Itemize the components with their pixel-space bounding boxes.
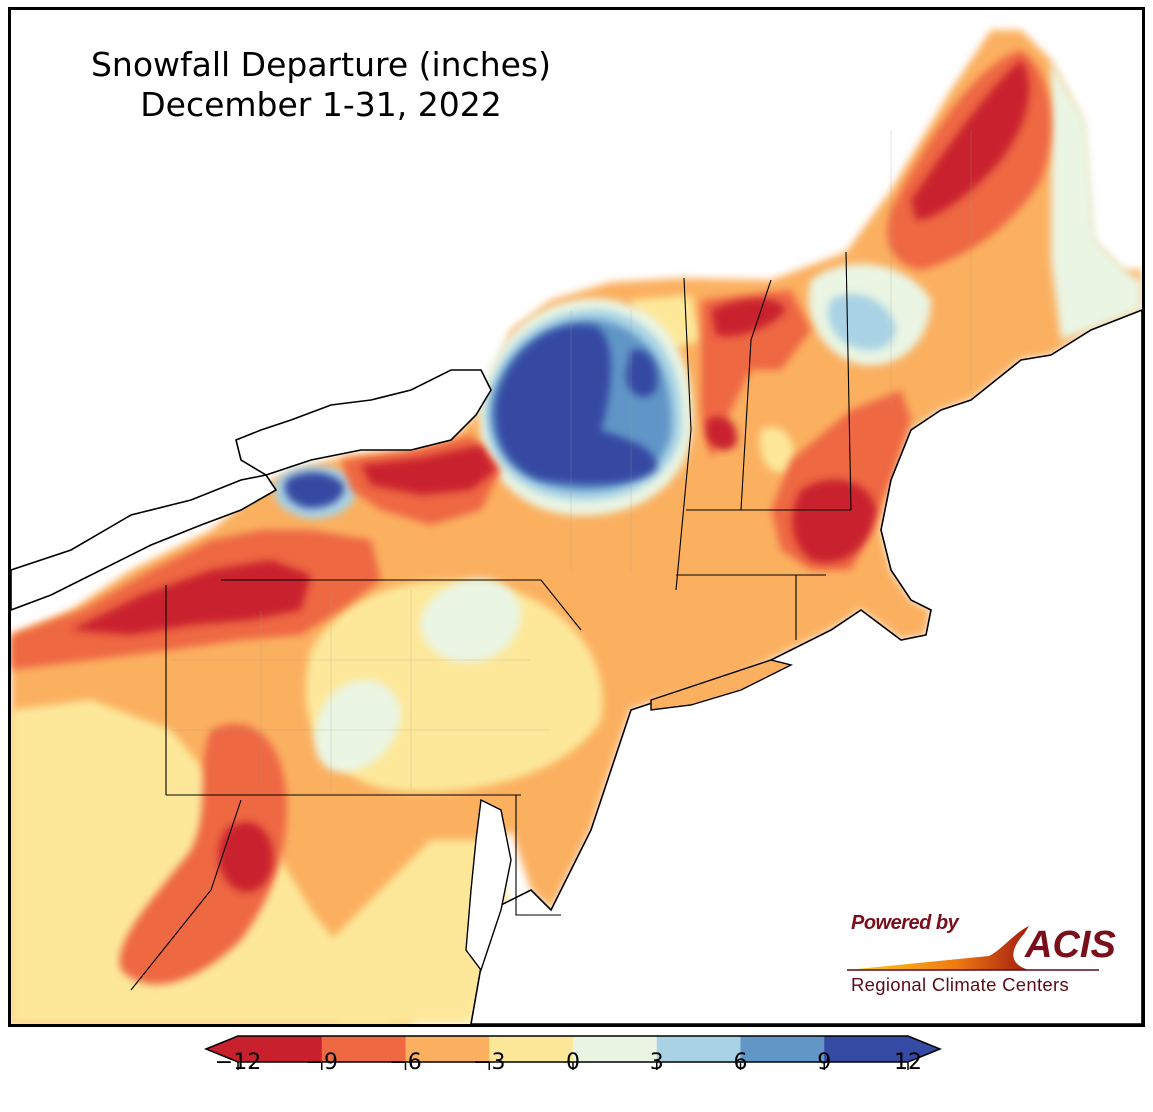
colorbar-tick-label: 6 — [733, 1050, 748, 1075]
colorbar-bin — [656, 1036, 741, 1062]
map-title: Snowfall Departure (inches) — [90, 45, 552, 84]
zone-slight-surplus-pa-north — [420, 578, 521, 663]
colorbar-tick-label: −9 — [305, 1050, 338, 1075]
lake-erie — [11, 474, 278, 611]
zone-heavy-deficit-vt — [711, 298, 786, 337]
colorbar-tick-label: −3 — [473, 1050, 506, 1075]
zone-heavy-surplus-east — [626, 349, 658, 398]
border-de — [515, 795, 561, 916]
zone-heavy-surplus-buffalo — [284, 472, 345, 509]
colorbar-tick-label: −6 — [389, 1050, 422, 1075]
logo-powered-by: Powered by — [851, 912, 959, 934]
colorbar-bin — [489, 1036, 574, 1062]
zone-surplus-nh — [828, 294, 896, 351]
zone-heavy-deficit-lake-erie — [71, 560, 311, 635]
zone-deficit-wv — [119, 723, 287, 985]
colorbar-under-arrow — [206, 1036, 238, 1062]
atlantic-ocean — [470, 309, 1142, 1024]
lake-ontario — [235, 369, 492, 476]
acis-logo: Powered by ACIS Regional Climate Centers — [839, 908, 1129, 1003]
map-frame: Snowfall Departure (inches) December 1-3… — [8, 7, 1145, 1027]
colorbar-tick-label: 0 — [566, 1050, 580, 1075]
border-vt-ny — [675, 277, 692, 591]
acis-swoosh-icon — [847, 926, 1099, 971]
colorbar-tick-label: 12 — [894, 1050, 922, 1075]
colorbar-legend — [204, 1035, 942, 1070]
snowfall-departure-map — [11, 30, 1142, 1024]
zone-heavy-deficit-vt2 — [706, 416, 737, 451]
zone-slight-deficit-east — [311, 840, 511, 1024]
colorbar-bin — [573, 1036, 658, 1062]
colorbar-tick-label: 9 — [817, 1050, 832, 1075]
zone-heavy-deficit-wv — [218, 822, 274, 892]
colorbar-bin — [405, 1036, 490, 1062]
border-wv — [130, 799, 242, 991]
border-ny-pa — [221, 579, 582, 631]
zone-slight-deficit-maine — [1051, 60, 1142, 340]
colorbar-tick-label: 3 — [649, 1050, 664, 1075]
logo-acis-text: ACIS — [1025, 924, 1116, 966]
zone-heavy-deficit-lake-ontario — [361, 445, 496, 495]
map-subtitle: December 1-31, 2022 — [140, 85, 502, 124]
colorbar-bin — [740, 1036, 825, 1062]
border-nh-me — [845, 251, 852, 511]
zone-heavy-deficit-ma — [792, 479, 876, 563]
colorbar-bin — [238, 1036, 323, 1062]
zone-slight-deficit-ny — [631, 295, 701, 350]
chesapeake-bay — [465, 798, 512, 972]
zone-slight-surplus-pa-central — [314, 680, 401, 772]
zone-heavy-surplus-adk — [495, 324, 657, 485]
zone-heavy-deficit-maine — [911, 60, 1030, 220]
long-island — [650, 659, 794, 711]
colorbar-over-arrow — [908, 1036, 940, 1062]
zone-slight-deficit-central — [760, 427, 794, 473]
county-lines — [171, 130, 972, 790]
logo-rcc-text: Regional Climate Centers — [851, 974, 1069, 995]
colorbar-bin — [824, 1036, 909, 1062]
colorbar-bin — [321, 1036, 406, 1062]
colorbar-tick-label: −12 — [214, 1050, 262, 1075]
state-borders — [130, 251, 852, 991]
border-vt-nh — [740, 279, 772, 511]
